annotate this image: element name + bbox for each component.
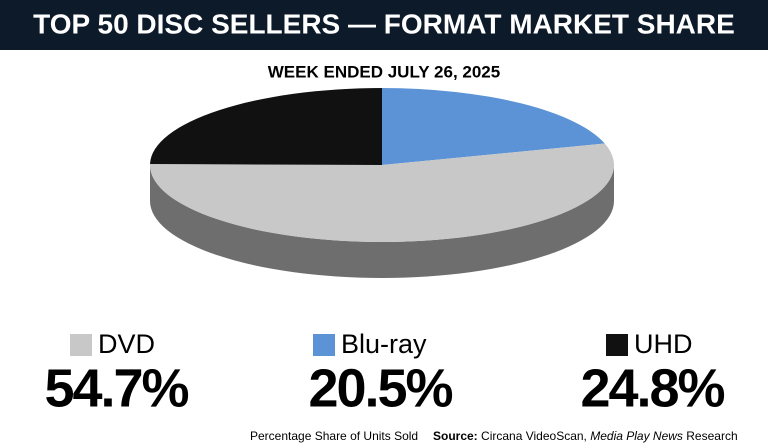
pie-slice xyxy=(150,143,614,242)
pie xyxy=(150,88,614,278)
legend-swatch xyxy=(606,334,628,356)
legend-label: UHD xyxy=(634,329,693,359)
pie-side xyxy=(150,165,614,278)
source-text: Media Play News xyxy=(590,429,683,443)
pie-slice xyxy=(150,88,382,165)
footer-source: Source: Circana VideoScan, Media Play Ne… xyxy=(433,429,738,443)
legend-label: Blu-ray xyxy=(341,329,427,359)
chart-subtitle: WEEK ENDED JULY 26, 2025 xyxy=(268,62,500,81)
chart-title: TOP 50 DISC SELLERS — FORMAT MARKET SHAR… xyxy=(33,8,735,39)
value-label: 54.7% xyxy=(44,358,188,418)
title-bar xyxy=(0,0,768,50)
value-label: 20.5% xyxy=(308,358,452,418)
source-text: Circana VideoScan, xyxy=(481,429,587,443)
footer-note: Percentage Share of Units Sold xyxy=(250,429,418,443)
source-text: Research xyxy=(686,429,737,443)
legend-swatch xyxy=(313,334,335,356)
source-label: Source: xyxy=(433,429,478,443)
legend-label: DVD xyxy=(98,329,155,359)
pie-slice xyxy=(382,88,605,165)
value-label: 24.8% xyxy=(580,358,724,418)
legend-swatch xyxy=(70,334,92,356)
